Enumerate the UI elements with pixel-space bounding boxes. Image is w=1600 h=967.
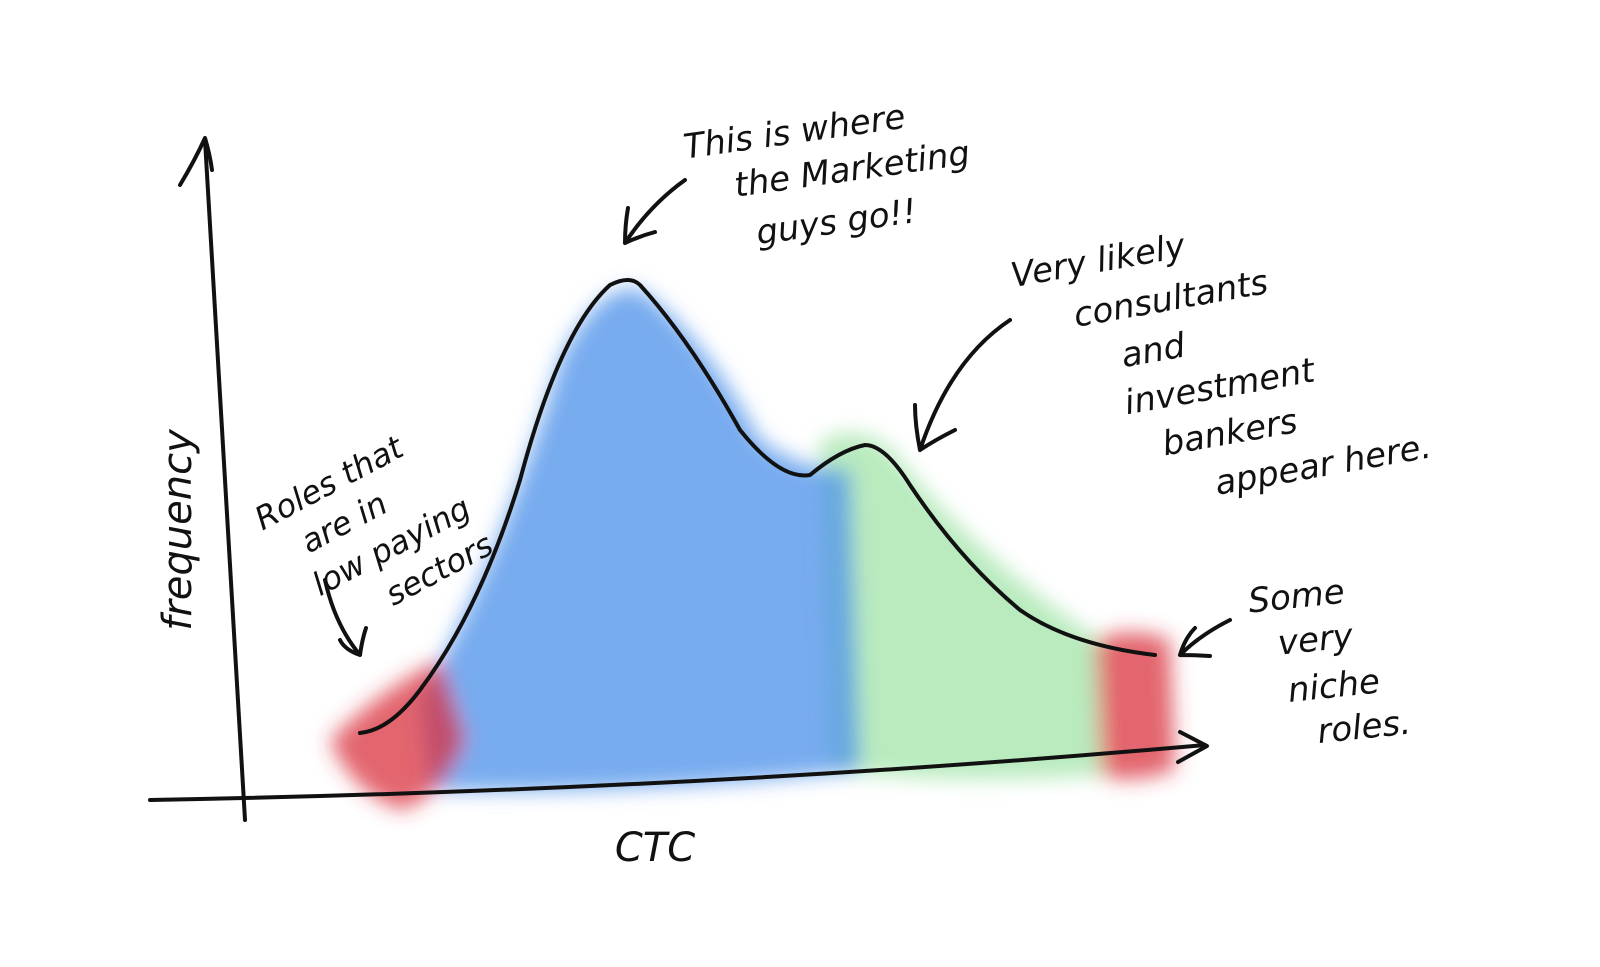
shaded-regions	[330, 288, 1175, 810]
red-left-region	[330, 660, 465, 810]
green-region	[820, 433, 1100, 779]
arrow-consultants	[913, 318, 1012, 452]
y-axis	[203, 138, 247, 822]
arrow-marketing	[623, 178, 687, 245]
annotation-line: niche	[1286, 662, 1382, 711]
y-axis-arrow	[178, 136, 214, 187]
x-axis-arrow	[1176, 730, 1209, 764]
distribution-curve	[358, 278, 1157, 735]
annotation-line: roles.	[1315, 703, 1412, 753]
annotation-niche: Some very niche roles.	[1246, 572, 1412, 753]
blue-region	[420, 288, 860, 791]
arrow-niche	[1178, 618, 1232, 658]
x-axis	[148, 743, 1207, 802]
y-axis-label: frequency	[155, 428, 201, 631]
annotation-line: very	[1276, 616, 1356, 664]
x-axis-label: CTC	[615, 825, 695, 871]
red-right-region	[1095, 632, 1175, 779]
arrow-low-paying	[323, 578, 368, 657]
